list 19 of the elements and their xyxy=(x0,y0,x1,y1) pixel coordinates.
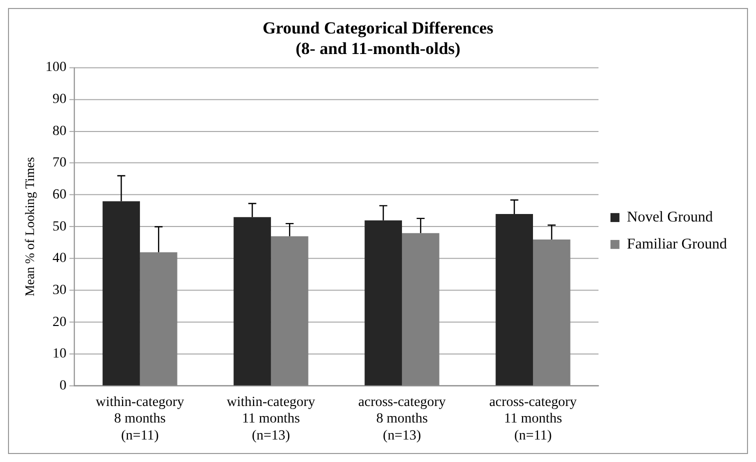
y-tick-label: 40 xyxy=(52,251,66,266)
y-tick-label: 20 xyxy=(52,314,66,330)
y-tick-label: 90 xyxy=(52,92,66,108)
y-tick-label: 100 xyxy=(46,60,66,76)
y-axis-title: Mean % of Looking Times xyxy=(22,157,38,296)
x-tick-label: within-category 8 months (n=11) xyxy=(96,394,184,444)
chart-title: Ground Categorical Differences (8- and 11-month-olds) xyxy=(262,18,494,58)
legend-label: Novel Ground xyxy=(626,209,714,226)
y-tick-label: 60 xyxy=(52,188,66,203)
y-tick-label: 0 xyxy=(59,378,66,394)
x-tick-label: across-category 8 months (n=13) xyxy=(358,394,446,444)
x-tick-label: across-category 11 months (n=11) xyxy=(489,394,577,444)
x-tick-label: within-category 11 months (n=13) xyxy=(226,394,316,444)
legend-label: Familiar Ground xyxy=(626,236,728,252)
y-tick-label: 10 xyxy=(52,346,66,362)
y-tick-label: 30 xyxy=(52,283,66,298)
y-tick-label: 70 xyxy=(52,156,66,171)
y-tick-label: 80 xyxy=(52,124,66,139)
y-tick-label: 50 xyxy=(52,219,66,234)
